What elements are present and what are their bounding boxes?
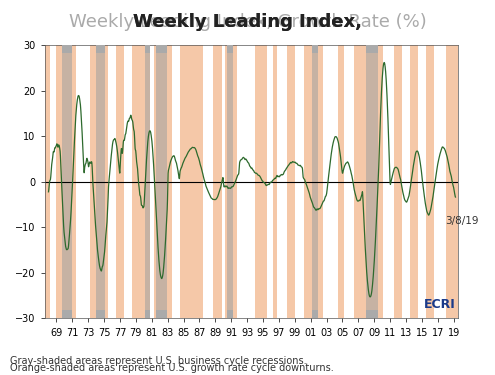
- Bar: [96, 45, 105, 54]
- Text: ECRI: ECRI: [423, 298, 455, 311]
- Bar: [394, 45, 402, 318]
- Bar: [225, 45, 237, 318]
- Bar: [339, 45, 344, 318]
- Text: Weekly Leading Index, Growth Rate (%): Weekly Leading Index, Growth Rate (%): [69, 13, 426, 31]
- Bar: [287, 45, 295, 318]
- Bar: [312, 45, 318, 318]
- Bar: [273, 45, 278, 318]
- Bar: [304, 45, 323, 318]
- Bar: [255, 45, 267, 318]
- Text: Gray-shaded areas represent U.S. business cycle recessions.: Gray-shaded areas represent U.S. busines…: [10, 356, 306, 366]
- Bar: [312, 310, 318, 318]
- Bar: [145, 310, 150, 318]
- Bar: [154, 45, 172, 318]
- Bar: [156, 45, 167, 54]
- Bar: [446, 45, 457, 318]
- Bar: [366, 310, 378, 318]
- Bar: [132, 45, 150, 318]
- Bar: [45, 45, 50, 318]
- Bar: [180, 45, 203, 318]
- Bar: [354, 45, 384, 318]
- Text: Orange-shaded areas represent U.S. growth rate cycle downturns.: Orange-shaded areas represent U.S. growt…: [10, 363, 334, 373]
- Bar: [213, 45, 222, 318]
- Bar: [145, 45, 150, 54]
- Bar: [62, 310, 72, 318]
- Bar: [96, 310, 105, 318]
- Bar: [227, 310, 233, 318]
- Bar: [116, 45, 124, 318]
- Bar: [156, 45, 167, 318]
- Bar: [227, 45, 233, 318]
- Bar: [96, 45, 105, 318]
- Text: 3/8/19: 3/8/19: [446, 216, 479, 226]
- Bar: [90, 45, 108, 318]
- Bar: [62, 45, 72, 54]
- Bar: [145, 45, 150, 318]
- Bar: [366, 45, 378, 318]
- Bar: [312, 45, 318, 54]
- Text: Weekly Leading Index,: Weekly Leading Index,: [133, 13, 362, 31]
- Text: Weekly Leading Index,: Weekly Leading Index,: [133, 13, 362, 31]
- Bar: [410, 45, 418, 318]
- Bar: [56, 45, 76, 318]
- Bar: [366, 45, 378, 54]
- Bar: [426, 45, 434, 318]
- Bar: [227, 45, 233, 54]
- Bar: [156, 310, 167, 318]
- Bar: [62, 45, 72, 318]
